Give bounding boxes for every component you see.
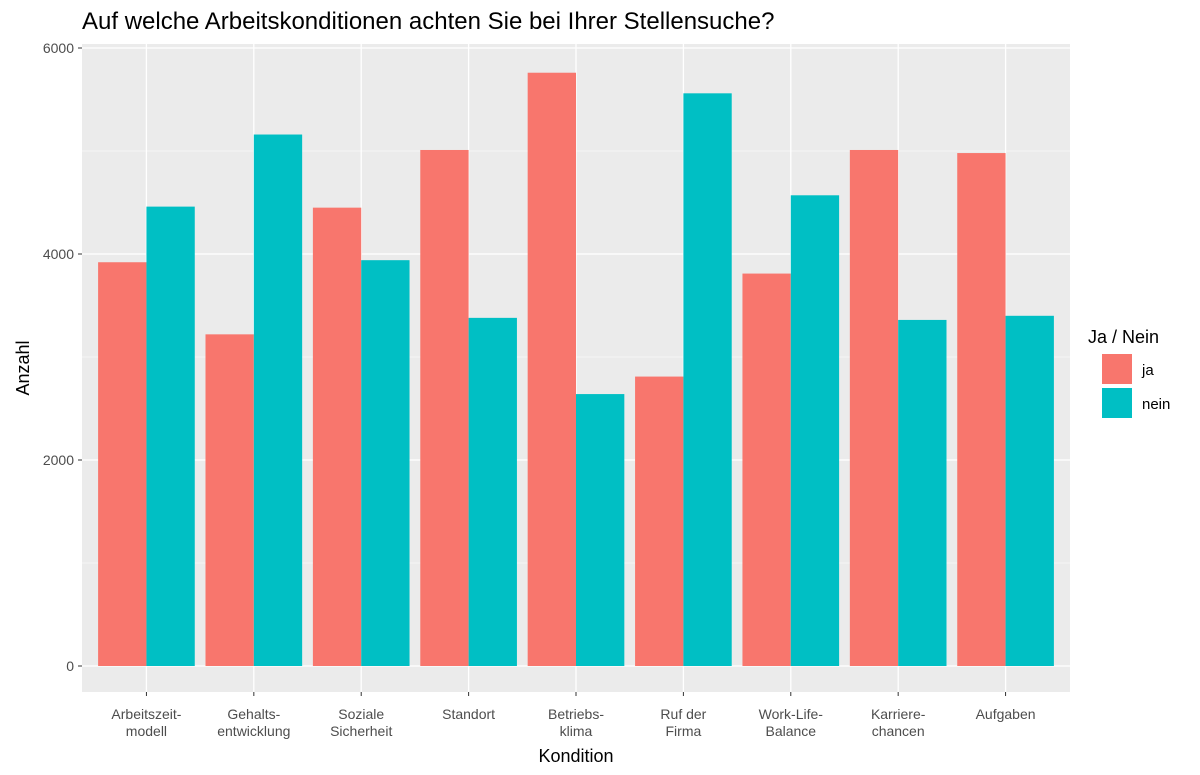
- x-tick-label: Betriebs-klima: [548, 706, 604, 739]
- bars: [98, 72, 1054, 667]
- legend-label-ja: ja: [1141, 362, 1154, 379]
- x-tick-label: Work-Life-Balance: [759, 706, 824, 739]
- y-tick-label: 2000: [43, 452, 74, 468]
- x-tick-label: Ruf der Firma: [660, 706, 706, 739]
- bar-nein: [790, 195, 840, 667]
- bar-ja: [957, 153, 1006, 666]
- legend: Ja / Nein ja nein: [1088, 327, 1170, 418]
- legend-key-nein: [1102, 388, 1132, 418]
- x-axis-title: Kondition: [538, 746, 613, 766]
- bar-ja: [527, 72, 576, 667]
- bar-ja: [98, 262, 147, 666]
- y-axis-title: Anzahl: [13, 340, 33, 395]
- bar-ja: [420, 149, 469, 667]
- chart-title: Auf welche Arbeitskonditionen achten Sie…: [82, 8, 774, 35]
- bar-nein: [683, 93, 732, 666]
- bar-ja: [205, 334, 254, 666]
- x-axis: Arbeitszeit-modell Gehalts-entwicklung Soz…: [111, 692, 1036, 739]
- bar-ja: [312, 207, 362, 666]
- bar-nein: [576, 394, 625, 666]
- bar-nein: [898, 319, 947, 666]
- x-tick-label: Gehalts-entwicklung: [217, 706, 290, 739]
- bar-nein: [361, 260, 410, 666]
- x-tick-label: Karriere-chancen: [871, 706, 926, 739]
- bar-nein: [1005, 315, 1054, 666]
- legend-title: Ja / Nein: [1088, 327, 1159, 347]
- bar-nein: [468, 317, 517, 666]
- y-tick-label: 6000: [43, 40, 74, 56]
- legend-key-ja: [1102, 354, 1132, 384]
- bar-ja: [849, 149, 899, 667]
- x-tick-label: Standort: [442, 706, 495, 722]
- legend-label-nein: nein: [1142, 396, 1170, 413]
- bar-ja: [742, 273, 791, 666]
- bar-ja: [635, 376, 684, 666]
- y-tick-label: 4000: [43, 246, 74, 262]
- x-tick-label: Arbeitszeit-modell: [111, 706, 181, 739]
- bar-nein: [253, 134, 303, 666]
- x-tick-label: Soziale Sicherheit: [330, 706, 392, 739]
- x-tick-label: Aufgaben: [976, 706, 1036, 722]
- bar-nein: [146, 206, 195, 666]
- y-axis: 0 2000 4000 6000: [43, 40, 82, 674]
- y-tick-label: 0: [66, 658, 74, 674]
